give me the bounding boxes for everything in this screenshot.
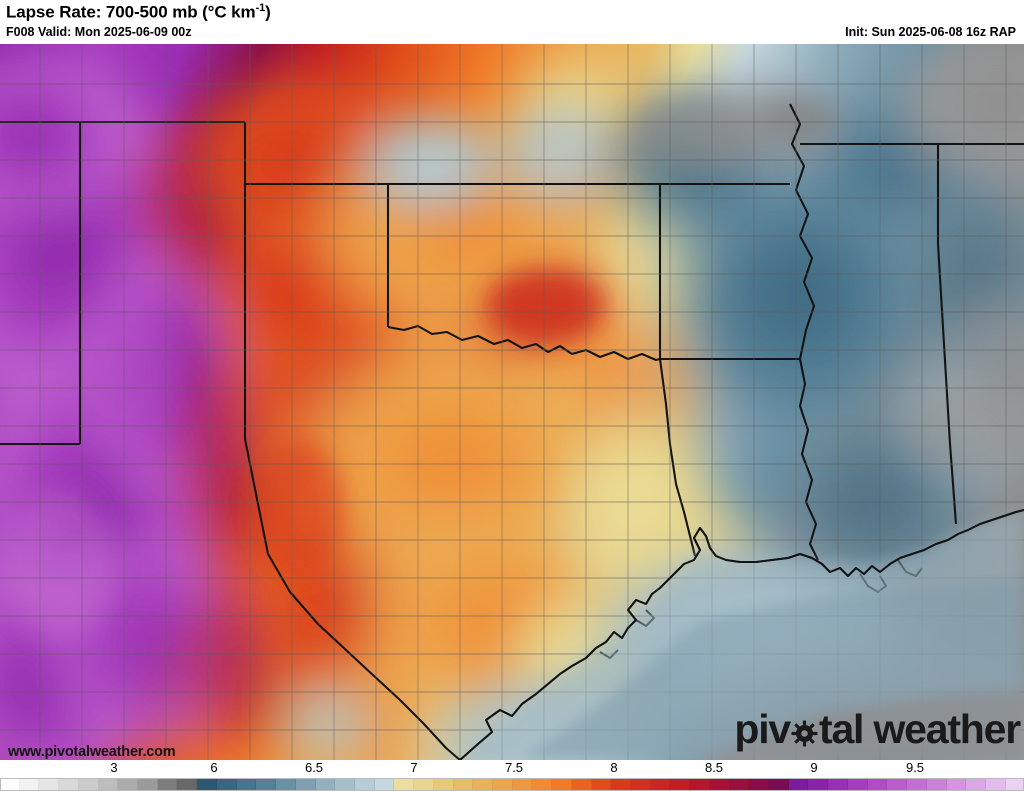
colorbar-swatch	[808, 778, 829, 791]
colorbar-swatch	[295, 778, 316, 791]
colorbar-swatch	[59, 778, 79, 791]
colorbar-swatch	[414, 778, 434, 791]
colorbar-tick-label: 6.5	[304, 760, 324, 775]
colorbar-swatch	[887, 778, 908, 791]
colorbar-swatch	[532, 778, 553, 791]
title-tail: )	[265, 2, 271, 22]
colorbar-swatch	[552, 778, 572, 791]
colorbar[interactable]: 3 6 6.5 7 7.5 8 8.5 9 9.5	[0, 760, 1024, 791]
colorbar-swatch	[118, 778, 139, 791]
colorbar-swatch	[591, 778, 612, 791]
colorbar-swatch	[907, 778, 927, 791]
state-borders	[0, 103, 1024, 760]
colorbar-swatch	[197, 778, 217, 791]
valid-time-label: F008 Valid: Mon 2025-06-09 00z	[6, 25, 192, 39]
county-lines	[0, 44, 1024, 760]
colorbar-swatch	[256, 778, 277, 791]
site-url-watermark: www.pivotalweather.com	[8, 744, 176, 760]
colorbar-swatch	[946, 778, 967, 791]
colorbar-tick-label: 7.5	[504, 760, 524, 775]
gulf-water-tint	[460, 510, 1024, 760]
colorbar-swatch	[39, 778, 60, 791]
colorbar-swatch	[315, 778, 336, 791]
colorbar-swatch	[828, 778, 848, 791]
colorbar-swatch	[78, 778, 99, 791]
map-svg	[0, 44, 1024, 760]
colorbar-swatch	[236, 778, 257, 791]
colorbar-swatch	[926, 778, 947, 791]
map-header: Lapse Rate: 700-500 mb (°C km-1) F008 Va…	[0, 0, 1024, 44]
colorbar-swatch	[157, 778, 178, 791]
colorbar-swatch	[1005, 778, 1024, 791]
colorbar-swatch	[690, 778, 710, 791]
colorbar-swatch	[335, 778, 355, 791]
init-time-label: Init: Sun 2025-06-08 16z RAP	[845, 25, 1016, 39]
colorbar-tick-label: 7	[410, 760, 418, 775]
colorbar-swatch	[729, 778, 750, 791]
gear-sun-icon	[791, 720, 818, 747]
colorbar-swatch	[709, 778, 730, 791]
colorbar-swatch	[650, 778, 671, 791]
colorbar-swatch	[473, 778, 493, 791]
colorbar-tick-label: 9.5	[905, 760, 925, 775]
colorbar-swatch	[512, 778, 533, 791]
colorbar-swatch	[138, 778, 158, 791]
colorbar-tick-label: 6	[210, 760, 218, 775]
colorbar-swatch	[354, 778, 375, 791]
colorbar-swatch	[749, 778, 770, 791]
colorbar-tick-label: 8.5	[704, 760, 724, 775]
colorbar-swatch	[492, 778, 513, 791]
colorbar-tick-label: 3	[110, 760, 118, 775]
colorbar-swatch	[867, 778, 888, 791]
colorbar-tick-label: 8	[610, 760, 618, 775]
colorbar-swatch	[670, 778, 691, 791]
colorbar-swatch	[571, 778, 592, 791]
pivotal-weather-logo: piv tal weat	[734, 706, 1021, 753]
coastline-overlay	[459, 509, 1024, 760]
colorbar-swatch	[631, 778, 651, 791]
colorbar-swatch	[847, 778, 868, 791]
page-title: Lapse Rate: 700-500 mb (°C km-1)	[6, 2, 271, 23]
colorbar-swatch	[966, 778, 986, 791]
colorbar-swatch	[769, 778, 789, 791]
colorbar-swatch	[394, 778, 415, 791]
colorbar-swatch	[216, 778, 237, 791]
colorbar-swatch	[985, 778, 1006, 791]
colorbar-swatch	[453, 778, 474, 791]
map-field-layer	[0, 44, 1024, 760]
colorbar-swatch	[0, 778, 20, 791]
colorbar-swatch	[433, 778, 454, 791]
colorbar-swatch	[788, 778, 809, 791]
weather-map-canvas[interactable]: www.pivotalweather.com piv	[0, 44, 1024, 760]
title-superscript: -1	[255, 2, 266, 14]
title-main: Lapse Rate: 700-500 mb (°C km	[6, 2, 256, 22]
colorbar-swatch	[374, 778, 395, 791]
logo-text-post: tal weather	[819, 706, 1021, 752]
colorbar-swatch	[19, 778, 40, 791]
colorbar-tick-labels: 3 6 6.5 7 7.5 8 8.5 9 9.5	[0, 760, 1024, 777]
colorbar-swatch	[98, 778, 119, 791]
colorbar-swatch	[611, 778, 631, 791]
colorbar-swatch	[276, 778, 296, 791]
colorbar-swatches[interactable]	[0, 778, 1024, 791]
colorbar-tick-label: 9	[810, 760, 818, 775]
colorbar-swatch	[177, 778, 198, 791]
logo-text-pre: piv	[734, 706, 791, 752]
